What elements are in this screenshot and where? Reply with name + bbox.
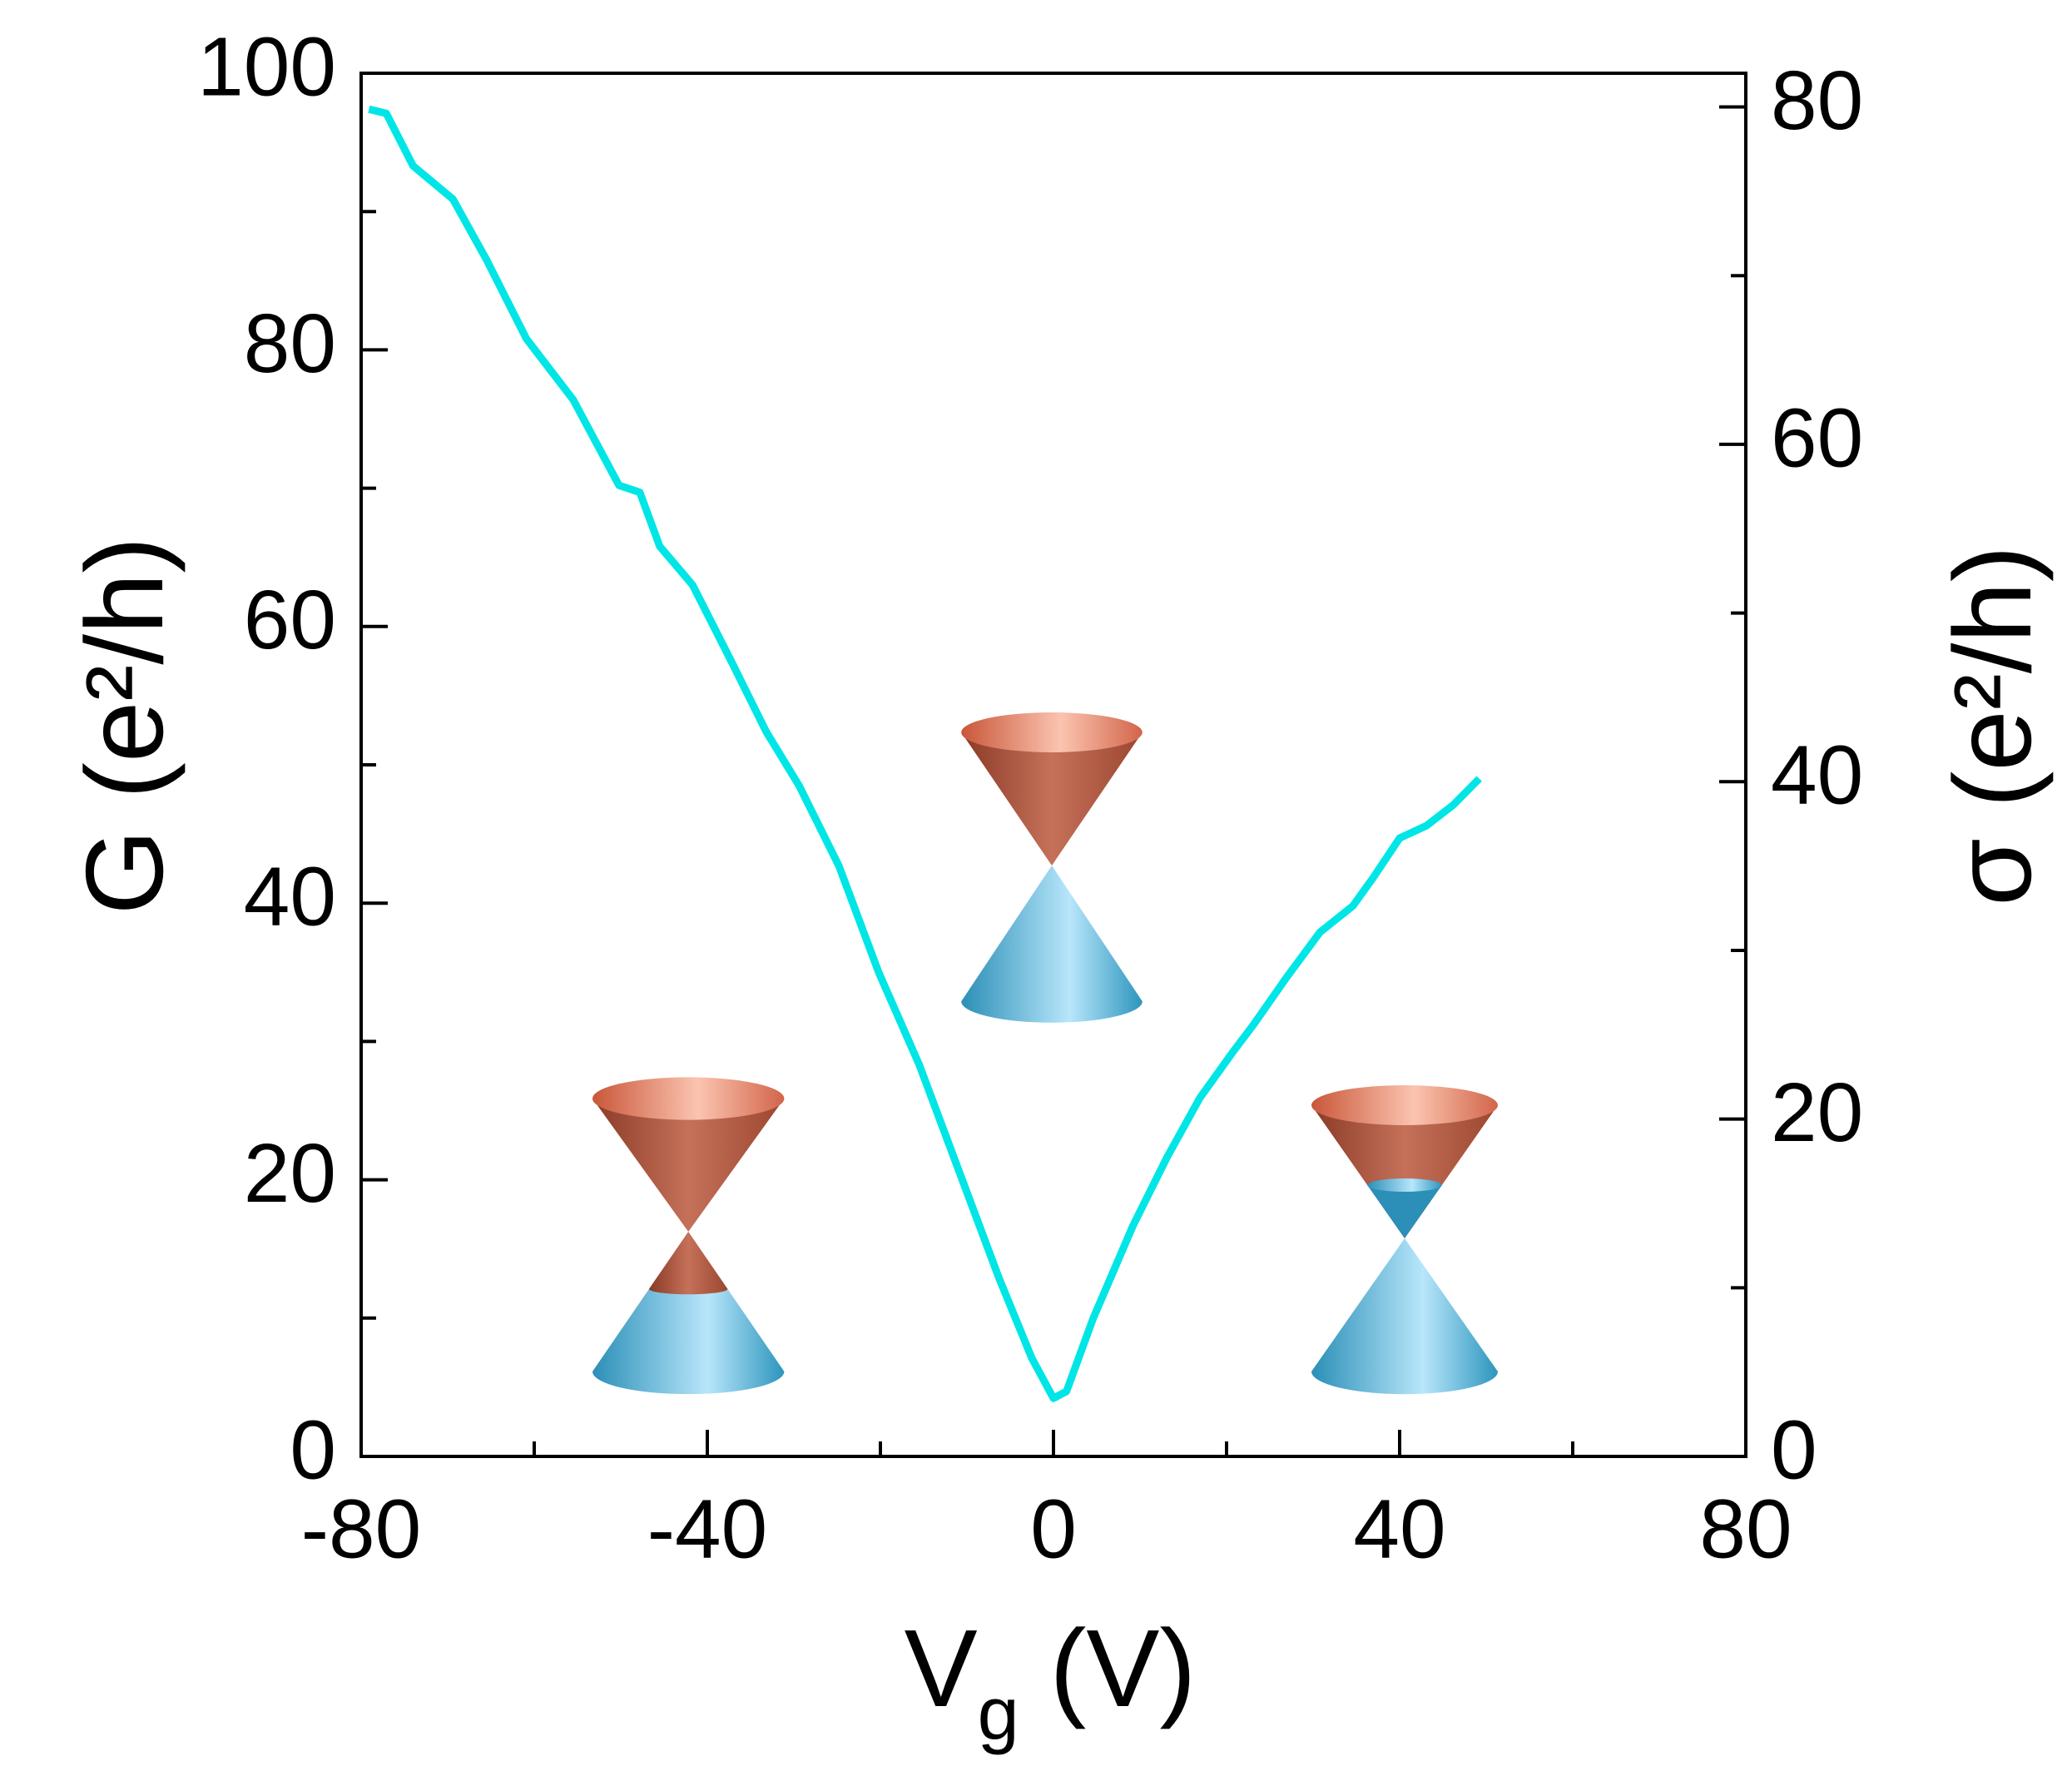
band-cones bbox=[592, 712, 1498, 1395]
data-line bbox=[368, 105, 1482, 1402]
x-tick-label: 40 bbox=[1353, 1482, 1445, 1575]
y-tick-label: 20 bbox=[244, 1127, 336, 1220]
x-axis-label: Vg (V) bbox=[905, 1607, 1197, 1756]
x-label-rest: (V) bbox=[1019, 1607, 1197, 1729]
y-axis-label: G (e²/h) bbox=[63, 537, 186, 915]
y-tick-label: 100 bbox=[197, 20, 336, 113]
x-tick-label: -40 bbox=[647, 1482, 768, 1575]
x-tick-label: 0 bbox=[1030, 1482, 1077, 1575]
x-label-sub: g bbox=[978, 1673, 1019, 1756]
y2-tick-label: 0 bbox=[1771, 1403, 1817, 1496]
y2-tick-label: 80 bbox=[1771, 54, 1863, 147]
y2-tick-label: 40 bbox=[1771, 729, 1863, 822]
y-tick-label: 80 bbox=[244, 297, 336, 390]
y2-tick-label: 60 bbox=[1771, 391, 1863, 484]
y-tick-label: 0 bbox=[290, 1403, 336, 1496]
x-tick-label: 80 bbox=[1699, 1482, 1792, 1575]
y2-tick-label: 20 bbox=[1771, 1066, 1863, 1159]
x-label-main: V bbox=[905, 1607, 978, 1729]
y-tick-label: 40 bbox=[244, 851, 336, 944]
y-tick-label: 60 bbox=[244, 573, 336, 667]
y2-axis-label: σ (e²/h) bbox=[1931, 545, 2054, 906]
x-tick-label: -80 bbox=[301, 1482, 422, 1575]
